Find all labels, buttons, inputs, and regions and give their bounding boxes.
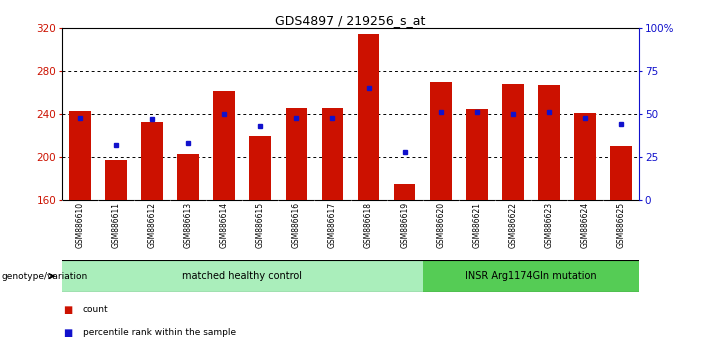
Title: GDS4897 / 219256_s_at: GDS4897 / 219256_s_at [275,14,426,27]
Bar [538,85,560,200]
Text: GSM886618: GSM886618 [364,202,373,248]
Bar [358,34,379,200]
Bar [105,160,127,200]
Text: GSM886624: GSM886624 [580,202,590,248]
Text: GSM886611: GSM886611 [111,202,121,248]
Text: ■: ■ [63,328,72,338]
Bar [177,154,199,200]
Bar [502,84,524,200]
Text: GSM886613: GSM886613 [184,202,193,248]
Text: GSM886621: GSM886621 [472,202,482,248]
Text: GSM886610: GSM886610 [75,202,84,248]
Text: GSM886614: GSM886614 [219,202,229,248]
Text: GSM886612: GSM886612 [147,202,156,248]
Bar [213,91,235,200]
Text: count: count [83,305,109,314]
Bar [574,113,596,200]
Bar [466,109,488,200]
Bar [322,108,343,200]
Text: genotype/variation: genotype/variation [1,272,88,281]
Text: GSM886615: GSM886615 [256,202,265,248]
Bar [394,184,416,200]
Bar [285,108,307,200]
Text: matched healthy control: matched healthy control [182,271,302,281]
Text: GSM886623: GSM886623 [545,202,554,248]
Text: percentile rank within the sample: percentile rank within the sample [83,328,236,337]
Text: GSM886620: GSM886620 [436,202,445,248]
Text: GSM886622: GSM886622 [508,202,517,248]
Bar [250,136,271,200]
Bar [141,122,163,200]
Text: GSM886625: GSM886625 [617,202,626,248]
Text: ■: ■ [63,305,72,315]
Bar [423,260,639,292]
Bar [611,146,632,200]
Bar [69,111,90,200]
Text: GSM886616: GSM886616 [292,202,301,248]
Bar [430,82,451,200]
Text: GSM886619: GSM886619 [400,202,409,248]
Text: GSM886617: GSM886617 [328,202,337,248]
Text: INSR Arg1174Gln mutation: INSR Arg1174Gln mutation [465,271,597,281]
Bar [62,260,423,292]
